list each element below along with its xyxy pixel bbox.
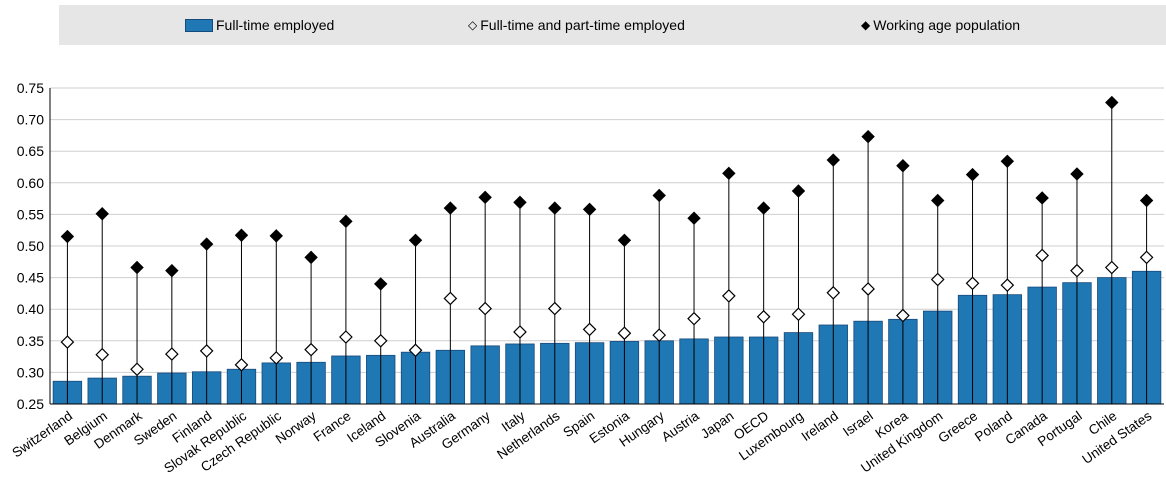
legend-label-full-time: Full-time employed <box>216 17 335 33</box>
employed-marker <box>373 333 388 348</box>
employed-marker <box>443 291 458 306</box>
working-age-marker <box>722 166 736 181</box>
employed-marker <box>861 282 875 296</box>
legend-label-working-age: Working age population <box>873 17 1021 33</box>
working-age-marker <box>896 159 910 173</box>
employed-marker <box>408 343 423 358</box>
employed-marker <box>1104 260 1119 275</box>
legend: Full-time employed ◇ Full-time and part-… <box>59 5 1166 45</box>
employed-marker <box>130 362 144 377</box>
employed-marker <box>756 309 771 324</box>
working-age-marker <box>234 228 249 242</box>
working-age-marker <box>443 201 458 215</box>
x-tick-label: Norway <box>273 408 319 447</box>
working-age-marker <box>408 233 423 248</box>
range-lines <box>66 102 1148 404</box>
working-age-marker <box>304 250 318 265</box>
y-axis: 0.25 0.30 0.35 0.40 0.45 0.50 0.55 0.60 0.65 0.70… <box>17 80 51 412</box>
y-tick-label: 0.55 <box>17 206 44 222</box>
y-tick-label: 0.45 <box>17 270 44 286</box>
working-age-marker <box>339 214 353 229</box>
y-tick-label: 0.60 <box>17 175 44 191</box>
employed-marker <box>304 342 318 357</box>
employed-marker <box>1139 250 1154 265</box>
working-age-marker <box>791 184 806 198</box>
employed-marker <box>652 328 667 342</box>
working-age-marker <box>1000 154 1015 169</box>
employed-marker <box>721 289 736 303</box>
working-age-marker <box>826 153 840 167</box>
employed-marker <box>687 311 701 326</box>
working-age-marker <box>1105 95 1119 110</box>
working-age-marker <box>95 207 109 221</box>
y-tick-label: 0.30 <box>17 364 44 380</box>
working-age-marker <box>582 202 597 217</box>
working-age-marker <box>965 167 980 182</box>
x-axis: SwitzerlandBelgiumDenmarkSwedenFinlandSl… <box>9 403 1164 476</box>
legend-label-full-and-part-time: Full-time and part-time employed <box>480 17 685 33</box>
legend-item-full-and-part-time[interactable]: ◇ Full-time and part-time employed <box>468 5 685 45</box>
working-age-marker <box>130 260 144 275</box>
working-age-marker <box>513 195 527 210</box>
employed-marker <box>791 307 806 322</box>
working-age-marker <box>1070 167 1084 181</box>
employed-marker <box>826 285 841 300</box>
legend-item-full-time[interactable]: Full-time employed <box>185 5 334 45</box>
x-tick-label: Austria <box>659 408 702 445</box>
working-age-marker <box>931 193 945 208</box>
employed-marker <box>478 301 493 316</box>
legend-item-working-age[interactable]: ◆ Working age population <box>861 5 1020 45</box>
employed-marker <box>199 344 214 358</box>
working-age-marker <box>269 229 283 243</box>
y-tick-label: 0.50 <box>17 238 44 254</box>
hollow-diamond-icon: ◇ <box>468 18 478 32</box>
y-tick-label: 0.70 <box>17 112 44 128</box>
working-age-marker <box>1139 193 1154 208</box>
x-tick-label: Ireland <box>799 408 841 444</box>
employed-marker <box>1000 278 1015 293</box>
working-age-marker <box>652 188 666 203</box>
employed-marker <box>1035 248 1050 263</box>
employed-marker <box>1070 263 1084 278</box>
x-tick-label: Japan <box>698 408 737 441</box>
chart-area: 0.25 0.30 0.35 0.40 0.45 0.50 0.55 0.60 0.65 0.70… <box>9 80 1164 476</box>
working-age-marker <box>687 211 701 225</box>
x-tick-label: Israel <box>840 408 876 439</box>
y-tick-label: 0.35 <box>17 333 44 349</box>
working-age-marker <box>60 229 75 244</box>
employed-marker <box>234 357 249 372</box>
employed-marker <box>547 301 562 316</box>
legend-bar-swatch <box>185 18 213 32</box>
y-tick-label: 0.75 <box>17 80 44 96</box>
employed-marker <box>339 330 353 344</box>
employed-marker <box>513 325 527 339</box>
employed-marker <box>930 272 945 287</box>
working-age-marker <box>617 233 632 248</box>
employed-marker <box>582 322 597 337</box>
employed-marker <box>95 347 110 362</box>
employed-marker <box>965 276 980 291</box>
y-tick-label: 0.25 <box>17 396 44 412</box>
bar-series <box>52 270 1162 405</box>
working-age-marker <box>199 237 214 251</box>
y-tick-label: 0.65 <box>17 143 44 159</box>
working-age-marker <box>478 190 492 205</box>
working-age-marker <box>861 129 875 144</box>
working-age-marker <box>165 263 179 278</box>
x-tick-label: Greece <box>935 408 980 446</box>
filled-diamond-icon: ◆ <box>861 18 871 32</box>
y-tick-label: 0.40 <box>17 301 44 317</box>
marker-series <box>60 95 1154 377</box>
x-tick-label: Netherlands <box>494 408 562 462</box>
working-age-marker <box>1035 191 1049 205</box>
working-age-marker <box>374 277 388 291</box>
working-age-marker <box>756 201 771 215</box>
employed-marker <box>896 308 910 323</box>
employed-marker <box>617 326 632 341</box>
employed-marker <box>269 351 284 365</box>
employed-marker <box>60 335 75 349</box>
employed-marker <box>164 347 179 361</box>
working-age-marker <box>548 201 562 215</box>
